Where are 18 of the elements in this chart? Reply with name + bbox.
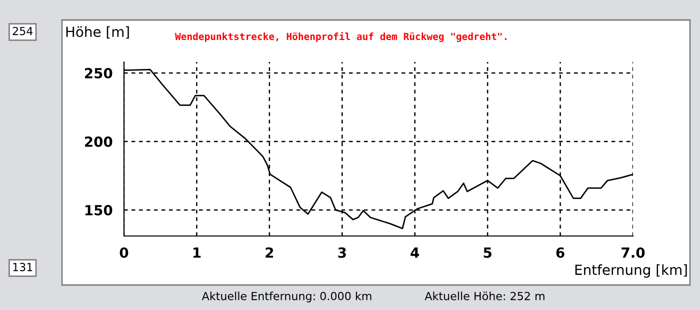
chart-title: Wendepunktstrecke, Höhenprofil auf dem Rückweg "gedreht". (175, 32, 506, 42)
x-tick-label: 2 (266, 247, 274, 258)
x-tick-label: 4 (410, 248, 420, 258)
text: 254 (12, 26, 33, 36)
x-tick-label: 1 (193, 248, 201, 258)
x-tick-label: 0 (120, 247, 128, 258)
text: Aktuelle Entfernung: 0.000 km (202, 292, 372, 302)
x-tick-label: 6 (556, 247, 564, 258)
x-tick-label: 7.0 (622, 247, 645, 258)
y-axis-title: Höhe [m] (66, 26, 129, 39)
x-tick-label: 3 (338, 247, 346, 258)
x-axis-title: Entfernung [km] (575, 264, 687, 278)
y-tick-label: 150 (85, 204, 112, 216)
text: 131 (13, 262, 32, 272)
text: Aktuelle Höhe: 252 m (424, 292, 544, 300)
y-tick-label: 200 (84, 136, 112, 147)
x-tick-label: 5 (484, 248, 492, 258)
y-tick-label: 250 (84, 68, 112, 78)
